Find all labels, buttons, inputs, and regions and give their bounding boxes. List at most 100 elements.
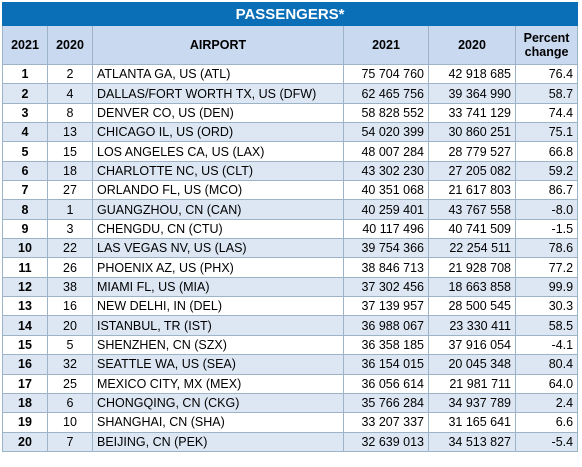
- col-percent-change-line1: Percent: [523, 31, 570, 45]
- percent-change-cell: 2.4: [514, 392, 579, 414]
- passengers-2021-cell: 32 639 013: [343, 431, 429, 452]
- col-rank-2021: 2021: [2, 25, 48, 65]
- rank-2020-cell: 7: [47, 431, 93, 452]
- table-row: 17 25 MEXICO CITY, MX (MEX) 36 056 614 21 98…: [2, 373, 579, 394]
- rank-2021-cell: 6: [2, 160, 48, 182]
- percent-change-cell: 6.6: [514, 412, 579, 433]
- passengers-2021-cell: 36 056 614: [343, 373, 429, 394]
- airport-cell: NEW DELHI, IN (DEL): [92, 296, 344, 317]
- passengers-2021-cell: 37 139 957: [343, 296, 429, 317]
- col-percent-change: Percent change: [514, 25, 579, 65]
- airport-cell: LOS ANGELES CA, US (LAX): [92, 141, 344, 162]
- table-row: 11 26 PHOENIX AZ, US (PHX) 38 846 713 21 928…: [2, 257, 579, 278]
- passengers-2021-cell: 40 259 401: [343, 199, 429, 220]
- passengers-2020-cell: 20 045 348: [428, 354, 516, 375]
- percent-change-cell: -4.1: [514, 334, 579, 356]
- col-passengers-2020: 2020: [428, 25, 516, 65]
- airport-cell: CHENGDU, CN (CTU): [92, 218, 344, 240]
- passengers-2021-cell: 39 754 366: [343, 238, 429, 259]
- table-row: 19 10 SHANGHAI, CN (SHA) 33 207 337 31 165 6…: [2, 412, 579, 433]
- table-row: 12 38 MIAMI FL, US (MIA) 37 302 456 18 663 8…: [2, 276, 579, 298]
- passengers-2021-cell: 36 988 067: [343, 315, 429, 336]
- passengers-2021-cell: 54 020 399: [343, 122, 429, 143]
- table-row: 14 20 ISTANBUL, TR (IST) 36 988 067 23 330 4…: [2, 315, 579, 336]
- passengers-2020-cell: 34 513 827: [428, 431, 516, 452]
- rank-2021-cell: 8: [2, 199, 48, 220]
- rank-2021-cell: 12: [2, 276, 48, 298]
- rank-2021-cell: 20: [2, 431, 48, 452]
- passengers-2020-cell: 40 741 509: [428, 218, 516, 240]
- rank-2021-cell: 13: [2, 296, 48, 317]
- airport-cell: GUANGZHOU, CN (CAN): [92, 199, 344, 220]
- percent-change-cell: -5.4: [514, 431, 579, 452]
- airport-cell: PHOENIX AZ, US (PHX): [92, 257, 344, 278]
- passengers-2021-cell: 40 117 496: [343, 218, 429, 240]
- table-row: 7 27 ORLANDO FL, US (MCO) 40 351 068 21 617 …: [2, 180, 579, 201]
- passengers-2021-cell: 58 828 552: [343, 102, 429, 124]
- table-row: 5 15 LOS ANGELES CA, US (LAX) 48 007 284 28 …: [2, 141, 579, 162]
- table-row: 1 2 ATLANTA GA, US (ATL) 75 704 760 42 918 6…: [2, 63, 579, 85]
- table-row: 6 18 CHARLOTTE NC, US (CLT) 43 302 230 27 20…: [2, 160, 579, 182]
- header-row: 2021 2020 AIRPORT 2021 2020 Percent chan…: [2, 25, 579, 65]
- rank-2020-cell: 20: [47, 315, 93, 336]
- table-row: 20 7 BEIJING, CN (PEK) 32 639 013 34 513 827…: [2, 431, 579, 452]
- rank-2021-cell: 2: [2, 83, 48, 104]
- passengers-2021-cell: 36 358 185: [343, 334, 429, 356]
- rank-2020-cell: 27: [47, 180, 93, 201]
- table-row: 3 8 DENVER CO, US (DEN) 58 828 552 33 741 12…: [2, 102, 579, 124]
- passengers-2020-cell: 37 916 054: [428, 334, 516, 356]
- table-body: 1 2 ATLANTA GA, US (ATL) 75 704 760 42 918 6…: [2, 63, 579, 452]
- rank-2021-cell: 15: [2, 334, 48, 356]
- rank-2020-cell: 6: [47, 392, 93, 414]
- col-rank-2020: 2020: [47, 25, 93, 65]
- rank-2020-cell: 10: [47, 412, 93, 433]
- percent-change-cell: 80.4: [514, 354, 579, 375]
- passengers-2021-cell: 40 351 068: [343, 180, 429, 201]
- rank-2020-cell: 25: [47, 373, 93, 394]
- airport-cell: MIAMI FL, US (MIA): [92, 276, 344, 298]
- table-row: 10 22 LAS VEGAS NV, US (LAS) 39 754 366 22 2…: [2, 238, 579, 259]
- rank-2020-cell: 15: [47, 141, 93, 162]
- rank-2020-cell: 1: [47, 199, 93, 220]
- airport-cell: ISTANBUL, TR (IST): [92, 315, 344, 336]
- percent-change-cell: 99.9: [514, 276, 579, 298]
- passengers-2021-cell: 43 302 230: [343, 160, 429, 182]
- rank-2021-cell: 3: [2, 102, 48, 124]
- passengers-2021-cell: 36 154 015: [343, 354, 429, 375]
- rank-2021-cell: 16: [2, 354, 48, 375]
- percent-change-cell: 58.5: [514, 315, 579, 336]
- percent-change-cell: 66.8: [514, 141, 579, 162]
- passengers-2021-cell: 37 302 456: [343, 276, 429, 298]
- percent-change-cell: 30.3: [514, 296, 579, 317]
- percent-change-cell: 76.4: [514, 63, 579, 85]
- passengers-2020-cell: 30 860 251: [428, 122, 516, 143]
- airport-cell: CHONGQING, CN (CKG): [92, 392, 344, 414]
- percent-change-cell: 64.0: [514, 373, 579, 394]
- airport-cell: DENVER CO, US (DEN): [92, 102, 344, 124]
- percent-change-cell: 78.6: [514, 238, 579, 259]
- table-row: 8 1 GUANGZHOU, CN (CAN) 40 259 401 43 767 55…: [2, 199, 579, 220]
- percent-change-cell: 75.1: [514, 122, 579, 143]
- table-row: 13 16 NEW DELHI, IN (DEL) 37 139 957 28 500 …: [2, 296, 579, 317]
- rank-2020-cell: 4: [47, 83, 93, 104]
- rank-2020-cell: 5: [47, 334, 93, 356]
- rank-2021-cell: 4: [2, 122, 48, 143]
- passengers-2021-cell: 33 207 337: [343, 412, 429, 433]
- passengers-2020-cell: 21 981 711: [428, 373, 516, 394]
- rank-2020-cell: 16: [47, 296, 93, 317]
- passengers-2021-cell: 48 007 284: [343, 141, 429, 162]
- airport-cell: BEIJING, CN (PEK): [92, 431, 344, 452]
- passengers-2021-cell: 75 704 760: [343, 63, 429, 85]
- percent-change-cell: -8.0: [514, 199, 579, 220]
- table-row: 4 13 CHICAGO IL, US (ORD) 54 020 399 30 860 …: [2, 122, 579, 143]
- rank-2021-cell: 5: [2, 141, 48, 162]
- airport-cell: LAS VEGAS NV, US (LAS): [92, 238, 344, 259]
- percent-change-cell: 58.7: [514, 83, 579, 104]
- airport-cell: MEXICO CITY, MX (MEX): [92, 373, 344, 394]
- rank-2020-cell: 22: [47, 238, 93, 259]
- passengers-2020-cell: 39 364 990: [428, 83, 516, 104]
- rank-2020-cell: 18: [47, 160, 93, 182]
- rank-2021-cell: 11: [2, 257, 48, 278]
- passengers-2020-cell: 18 663 858: [428, 276, 516, 298]
- passengers-2020-cell: 21 928 708: [428, 257, 516, 278]
